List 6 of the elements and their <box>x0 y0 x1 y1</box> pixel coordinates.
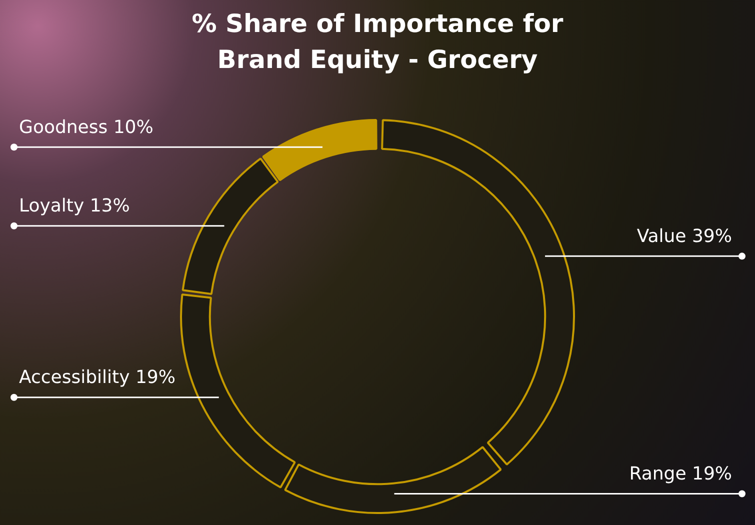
slice-label: Value 39% <box>636 226 732 247</box>
chart-title: % Share of Importance for Brand Equity - Grocery <box>190 8 564 76</box>
slice-label: Goodness 10% <box>19 116 154 138</box>
slice-label: Loyalty 13% <box>19 196 130 217</box>
slice-label: Accessibility 19% <box>19 367 176 388</box>
slice-label: Range 19% <box>629 463 732 484</box>
